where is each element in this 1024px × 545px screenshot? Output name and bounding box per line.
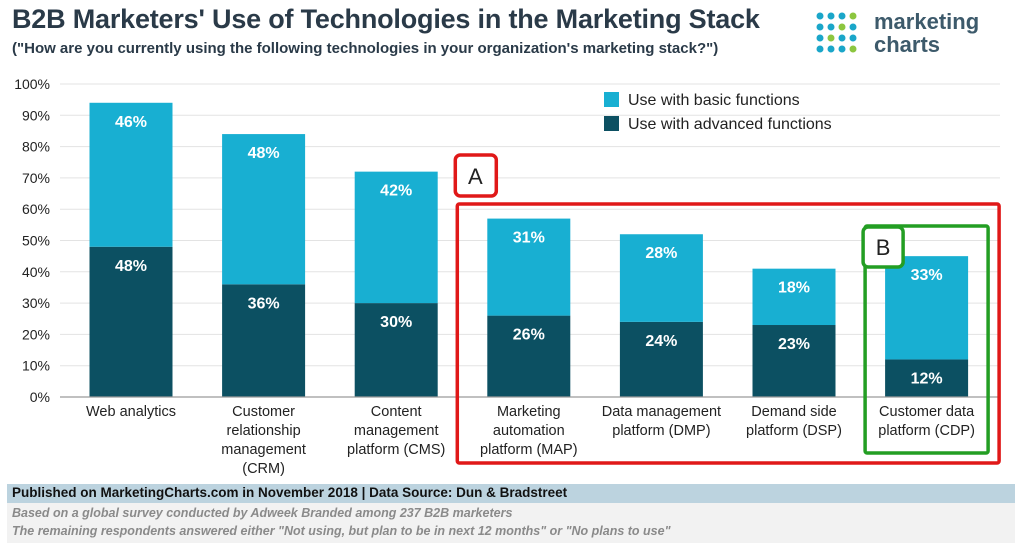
annotation-tag-a — [453, 153, 499, 198]
footer-note-survey: Based on a global survey conducted by Ad… — [12, 506, 513, 520]
data-label-advanced: 23% — [778, 336, 810, 353]
footer-note-remaining: The remaining respondents answered eithe… — [12, 524, 671, 538]
data-label-advanced: 30% — [380, 314, 412, 331]
x-category-label: Web analytics — [86, 404, 176, 420]
legend-label: Use with basic functions — [628, 92, 800, 109]
x-category-label: Marketing — [497, 404, 561, 420]
footer-bar — [7, 484, 1015, 503]
data-label-advanced: 12% — [911, 370, 943, 387]
x-category-label: management — [221, 442, 306, 458]
bar-basic — [619, 234, 703, 322]
legend-swatch — [604, 92, 619, 107]
x-category-label: platform (CMS) — [347, 442, 445, 458]
x-category-label: Content — [371, 404, 422, 420]
x-category-label: relationship — [227, 423, 301, 439]
y-tick-label: 100% — [14, 76, 50, 92]
bar-basic — [354, 171, 438, 304]
x-category-label: platform (DMP) — [612, 423, 710, 439]
bar-basic — [487, 218, 571, 316]
x-category-label: platform (MAP) — [480, 442, 578, 458]
bar-basic — [89, 102, 173, 247]
x-category-label: automation — [493, 423, 565, 439]
bar-advanced — [222, 284, 306, 397]
bar-advanced — [619, 321, 703, 397]
y-tick-label: 40% — [22, 264, 50, 280]
logo-dots-icon — [816, 12, 857, 53]
data-label-basic: 42% — [380, 183, 412, 200]
annotation-label-a: A — [468, 164, 483, 189]
y-tick-label: 10% — [22, 358, 50, 374]
bar-advanced — [487, 315, 571, 397]
data-label-basic: 48% — [248, 145, 280, 162]
x-category-label: Data management — [602, 404, 721, 420]
annotation-box-a — [455, 202, 1001, 465]
footer-published: Published on MarketingCharts.com in Nove… — [12, 485, 568, 500]
annotation-box-b — [863, 224, 990, 455]
logo-text-line1: marketing — [874, 9, 980, 34]
annotation-label-b: B — [876, 235, 891, 260]
x-category-label: (CRM) — [242, 461, 285, 477]
data-label-basic: 31% — [513, 230, 545, 247]
bar-advanced — [354, 303, 438, 397]
data-label-basic: 46% — [115, 114, 147, 131]
legend-swatch — [604, 116, 619, 131]
chart-title: B2B Marketers' Use of Technologies in th… — [12, 4, 760, 34]
bar-advanced — [752, 325, 836, 397]
logo-text-line2: charts — [874, 32, 941, 57]
data-label-advanced: 48% — [115, 258, 147, 275]
x-category-label: Customer — [232, 404, 295, 420]
y-tick-label: 80% — [22, 139, 50, 155]
footer-notes — [7, 503, 1015, 543]
bar-basic — [222, 134, 306, 285]
chart-subtitle: ("How are you currently using the follow… — [12, 40, 719, 57]
x-category-label: Demand side — [751, 404, 836, 420]
y-tick-label: 0% — [30, 389, 50, 405]
data-label-basic: 28% — [645, 245, 677, 262]
y-tick-label: 60% — [22, 201, 50, 217]
data-label-advanced: 36% — [248, 295, 280, 312]
x-category-label: platform (DSP) — [746, 423, 842, 439]
y-tick-label: 70% — [22, 170, 50, 186]
x-category-label: platform (CDP) — [878, 423, 975, 439]
y-tick-label: 90% — [22, 107, 50, 123]
bar-basic — [752, 268, 836, 326]
data-label-basic: 33% — [911, 267, 943, 284]
bar-advanced — [89, 246, 173, 397]
legend-label: Use with advanced functions — [628, 116, 832, 133]
data-label-advanced: 26% — [513, 327, 545, 344]
data-label-basic: 18% — [778, 280, 810, 297]
y-tick-label: 30% — [22, 295, 50, 311]
annotation-tag-b — [861, 225, 905, 269]
x-category-label: Customer data — [879, 404, 975, 420]
bar-basic — [885, 256, 969, 360]
x-category-label: management — [354, 423, 439, 439]
stacked-bar-chart: 0% 10% 20% 30% 40% 50% 60% 70% 80% 90% 100% 48% 46% W… — [14, 76, 1001, 477]
y-tick-label: 50% — [22, 233, 50, 249]
data-label-advanced: 24% — [645, 333, 677, 350]
y-tick-label: 20% — [22, 326, 50, 342]
marketingcharts-logo: marketing charts — [814, 8, 1014, 58]
bar-advanced — [885, 359, 969, 397]
